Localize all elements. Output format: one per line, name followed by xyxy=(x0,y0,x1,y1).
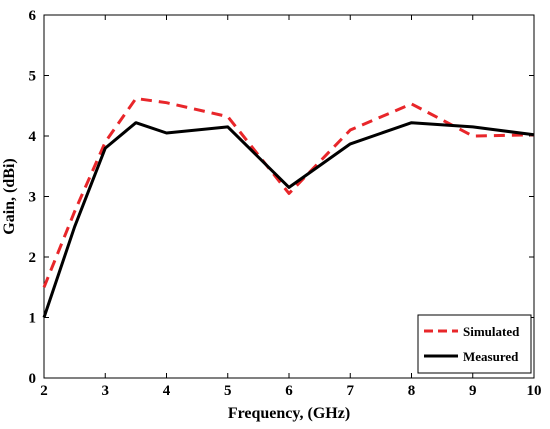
y-tick-label: 4 xyxy=(29,129,37,145)
legend: Simulated Measured xyxy=(417,314,532,374)
y-axis-label: Gain, (dBi) xyxy=(1,158,18,234)
x-tick-label: 5 xyxy=(224,383,232,399)
series-line-simulated xyxy=(42,97,535,288)
legend-box xyxy=(417,314,532,374)
x-tick-label: 10 xyxy=(527,383,542,399)
x-tick-label: 4 xyxy=(163,383,171,399)
x-tick-label: 7 xyxy=(347,383,355,399)
y-tick-label: 6 xyxy=(29,8,37,24)
series-lines xyxy=(42,97,535,318)
y-tick-label: 1 xyxy=(29,311,37,327)
y-tick-label: 3 xyxy=(29,190,37,206)
x-tick-label: 3 xyxy=(102,383,110,399)
legend-entry-measured: Measured xyxy=(463,349,519,364)
x-tick-label: 6 xyxy=(285,383,293,399)
series-line-measured xyxy=(42,121,535,318)
y-tick-label: 5 xyxy=(29,69,37,85)
y-tick-label: 2 xyxy=(29,250,37,266)
x-axis-label: Frequency, (GHz) xyxy=(228,405,350,422)
x-axis-ticks: 2 3 4 5 6 7 8 9 10 xyxy=(40,15,542,399)
x-tick-label: 9 xyxy=(469,383,477,399)
legend-entry-simulated: Simulated xyxy=(463,324,520,339)
x-tick-label: 2 xyxy=(40,383,48,399)
y-axis-ticks: 0 1 2 3 4 5 6 xyxy=(29,8,534,387)
y-tick-label: 0 xyxy=(29,371,37,387)
x-tick-label: 8 xyxy=(408,383,416,399)
